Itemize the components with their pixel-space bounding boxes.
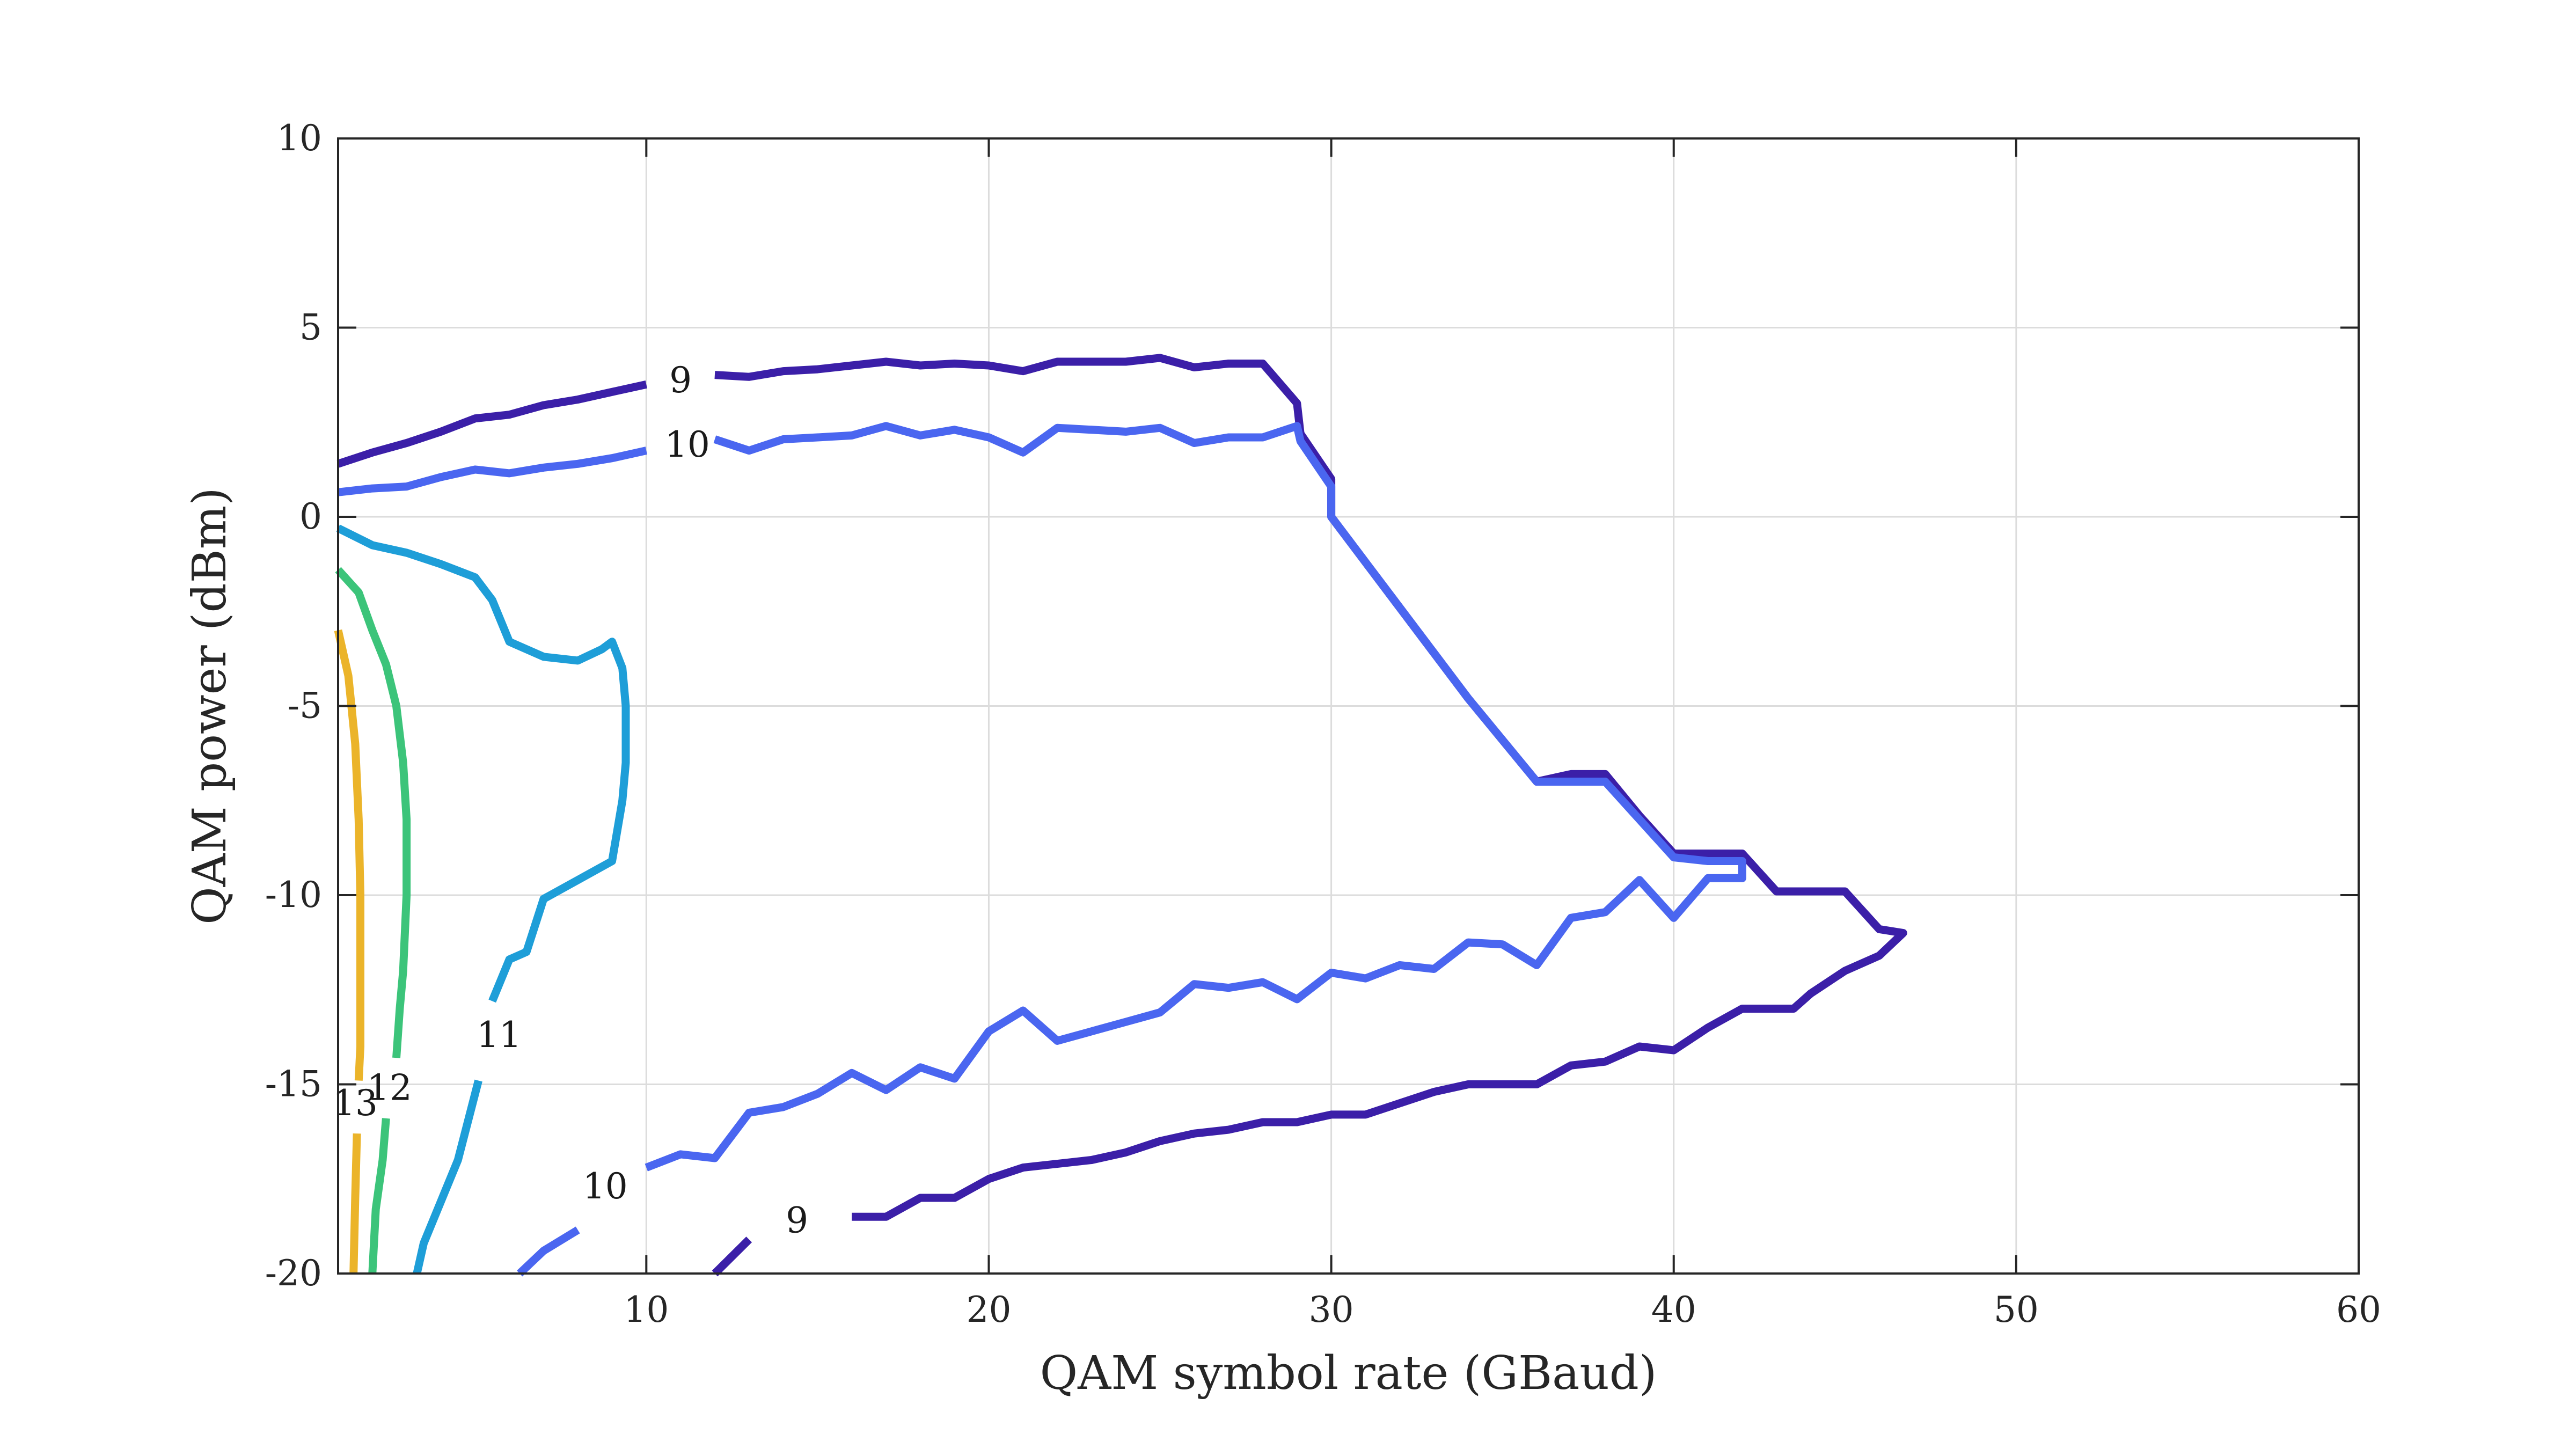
- contour-line-12: [335, 567, 411, 1058]
- contour-label-9: 9: [786, 1199, 808, 1241]
- contour-line-9: [714, 354, 1907, 1221]
- axis-ticks: [338, 137, 2360, 1275]
- contour-line-10: [645, 422, 1746, 1172]
- contour-line-10: [338, 447, 647, 496]
- contour-line-12: [368, 1118, 390, 1274]
- contour-lines: [334, 354, 1907, 1277]
- x-tick-label: 60: [2336, 1289, 2381, 1330]
- contour-line-11: [336, 524, 630, 1003]
- y-axis-label: QAM power (dBm): [183, 487, 237, 925]
- x-tick-label: 30: [1309, 1289, 1354, 1330]
- y-tick-label: -20: [265, 1253, 322, 1294]
- contour-label-10: 10: [665, 424, 710, 465]
- x-tick-label: 40: [1651, 1289, 1696, 1330]
- contour-line-11: [413, 1079, 482, 1275]
- x-tick-label: 10: [624, 1289, 669, 1330]
- x-tick-label: 50: [1994, 1289, 2039, 1330]
- x-axis-label: QAM symbol rate (GBaud): [1040, 1346, 1657, 1400]
- contour-label-11: 11: [477, 1014, 522, 1056]
- tick-labels: 10 20 30 40 50 60 -20 -15 -10 -5 0 5 10: [265, 118, 2381, 1330]
- contour-label-9: 9: [669, 360, 692, 401]
- y-tick-label: 0: [299, 496, 322, 537]
- x-tick-label: 20: [966, 1289, 1011, 1330]
- contour-line-9: [336, 380, 647, 468]
- y-tick-label: 10: [277, 118, 322, 159]
- contour-line-13: [349, 1133, 361, 1274]
- grid: [338, 138, 2359, 1274]
- contour-line-13: [334, 629, 364, 1081]
- contour-line-10: [517, 1226, 580, 1277]
- y-tick-label: -15: [265, 1064, 322, 1105]
- contour-label-10: 10: [583, 1166, 628, 1207]
- contour-label-12: 12: [367, 1067, 412, 1109]
- y-tick-label: 5: [299, 307, 322, 348]
- y-tick-label: -5: [288, 685, 322, 727]
- contour-label-13: 13: [333, 1082, 378, 1124]
- contour-line-9: [712, 1236, 752, 1277]
- y-tick-label: -10: [265, 874, 322, 916]
